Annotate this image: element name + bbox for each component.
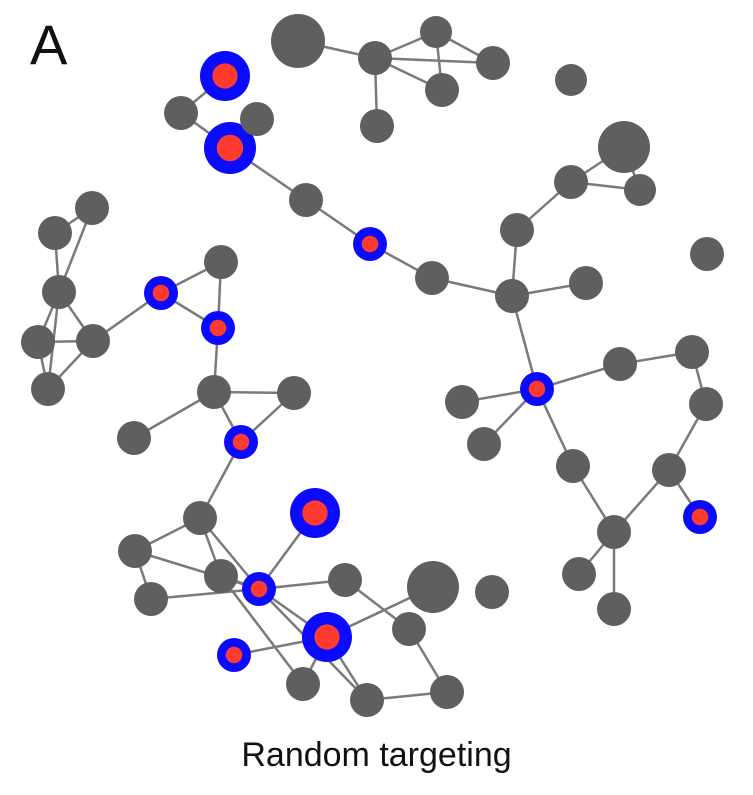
network-node [117,421,151,455]
network-node [38,216,72,250]
network-node [556,449,590,483]
network-node [289,183,323,217]
network-node [420,16,452,48]
targeted-node-core [152,284,170,302]
network-node [652,453,686,487]
network-node [554,165,588,199]
network-node [358,41,392,75]
network-node [76,324,110,358]
network-node [476,46,510,80]
network-node [392,612,426,646]
network-node [134,582,168,616]
network-edge [150,587,260,601]
network-node [569,266,603,300]
targeted-node-core [209,319,227,337]
nodes [21,14,724,717]
network-node [75,191,109,225]
network-node [164,96,198,130]
network-node [407,561,459,613]
network-node [204,245,238,279]
network-edge [220,575,304,685]
network-node [425,73,459,107]
network-node [598,121,650,173]
network-node [597,592,631,626]
network-node [204,559,238,593]
network-node [31,372,65,406]
network-node [277,376,311,410]
targeted-node-core [212,63,238,89]
network-node [555,64,587,96]
network-node [360,109,394,143]
network-edge [374,56,494,65]
network-node [430,675,464,709]
network-node [350,683,384,717]
network-node [286,667,320,701]
network-node [675,335,709,369]
network-node [271,14,325,68]
network-node [597,515,631,549]
network-node [445,385,479,419]
network-node [690,237,724,271]
network-node [118,534,152,568]
targeted-node-core [314,624,340,650]
targeted-node-core [250,580,268,598]
network-node [467,427,501,461]
network-node [415,261,449,295]
network-node [495,279,529,313]
network-node [475,575,509,609]
network-node [624,174,656,206]
network-node [689,387,723,421]
network-node [500,213,534,247]
network-node [197,375,231,409]
targeted-node-core [232,433,250,451]
panel-letter: A [30,13,68,76]
targeted-node-core [361,235,379,253]
network-node [562,557,596,591]
targeted-node-core [528,380,546,398]
figure-caption: Random targeting [241,736,512,774]
network-node [183,501,217,535]
targeted-node-core [302,500,328,526]
network-node [240,102,274,136]
network-node [603,347,637,381]
targeted-node-core [216,134,244,162]
network-node [21,325,55,359]
network-node [42,275,76,309]
targeted-node-core [225,646,243,664]
network-node [328,563,362,597]
targeted-node-core [691,508,709,526]
